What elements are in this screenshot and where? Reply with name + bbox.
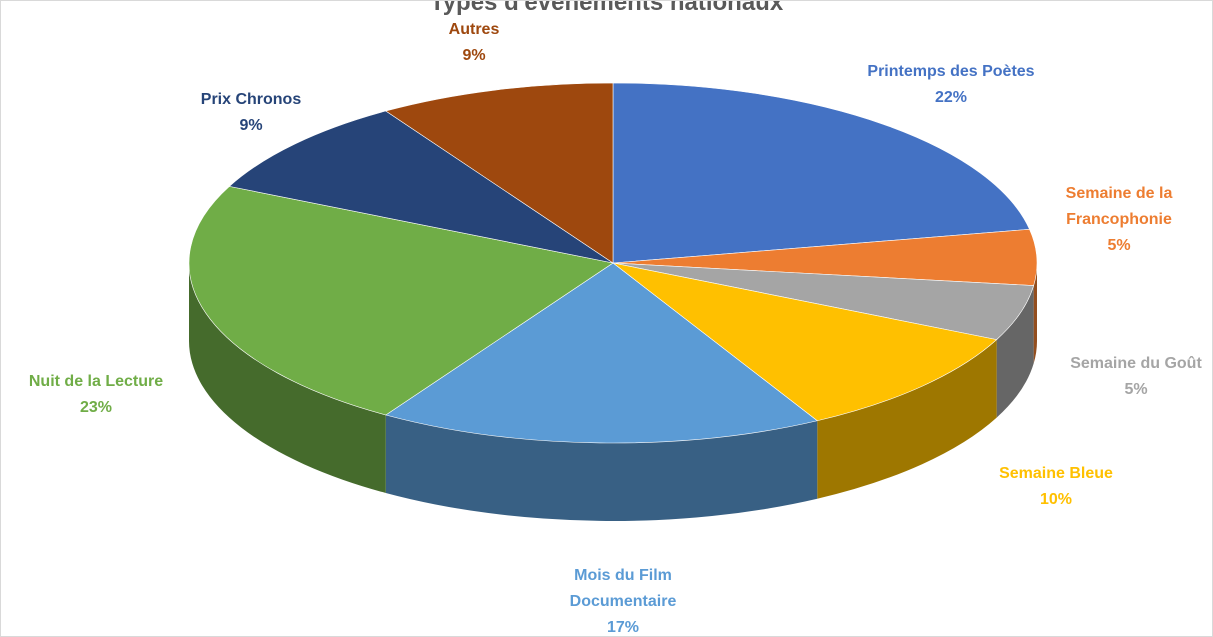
value-label: 5% (1107, 237, 1131, 254)
data-label: Mois du Film Documentaire 17% (523, 563, 723, 636)
data-label: Semaine Bleue 10% (956, 461, 1156, 513)
value-label: 5% (1124, 381, 1148, 398)
value-label: 9% (462, 47, 486, 64)
data-label: Semaine de la Francophonie 5% (1039, 181, 1199, 259)
category-label: Semaine du Goût (1070, 355, 1202, 372)
data-label: Nuit de la Lecture 23% (1, 369, 196, 421)
slice-side (996, 285, 1034, 418)
category-label: Prix Chronos (200, 91, 302, 108)
slice (385, 82, 614, 264)
slice-side (385, 414, 818, 521)
category-label: Semaine de la Francophonie (1065, 185, 1173, 228)
value-label: 17% (606, 619, 640, 636)
value-label: 22% (934, 89, 968, 106)
slice (612, 262, 998, 422)
value-label: 23% (79, 399, 113, 416)
slice (188, 186, 614, 416)
category-label: Mois du Film Documentaire (569, 567, 677, 610)
slice (228, 110, 614, 264)
pie-sides (189, 263, 1037, 521)
category-label: Nuit de la Lecture (28, 373, 164, 390)
data-label: Autres 9% (394, 17, 554, 69)
data-label: Prix Chronos 9% (151, 87, 351, 139)
value-label: 10% (1039, 491, 1073, 508)
category-label: Printemps des Poètes (867, 63, 1035, 80)
data-label: Semaine du Goût 5% (1036, 351, 1212, 403)
category-label: Autres (448, 21, 500, 38)
slice-side (1033, 263, 1037, 364)
slice (612, 82, 1030, 264)
slice-side (189, 263, 386, 493)
slice-side (817, 339, 997, 499)
data-label: Printemps des Poètes 22% (821, 59, 1081, 111)
category-label: Semaine Bleue (999, 465, 1113, 482)
value-label: 9% (239, 117, 263, 134)
chart-title: Types d'évènements nationaux (429, 0, 784, 16)
slice (385, 262, 818, 444)
